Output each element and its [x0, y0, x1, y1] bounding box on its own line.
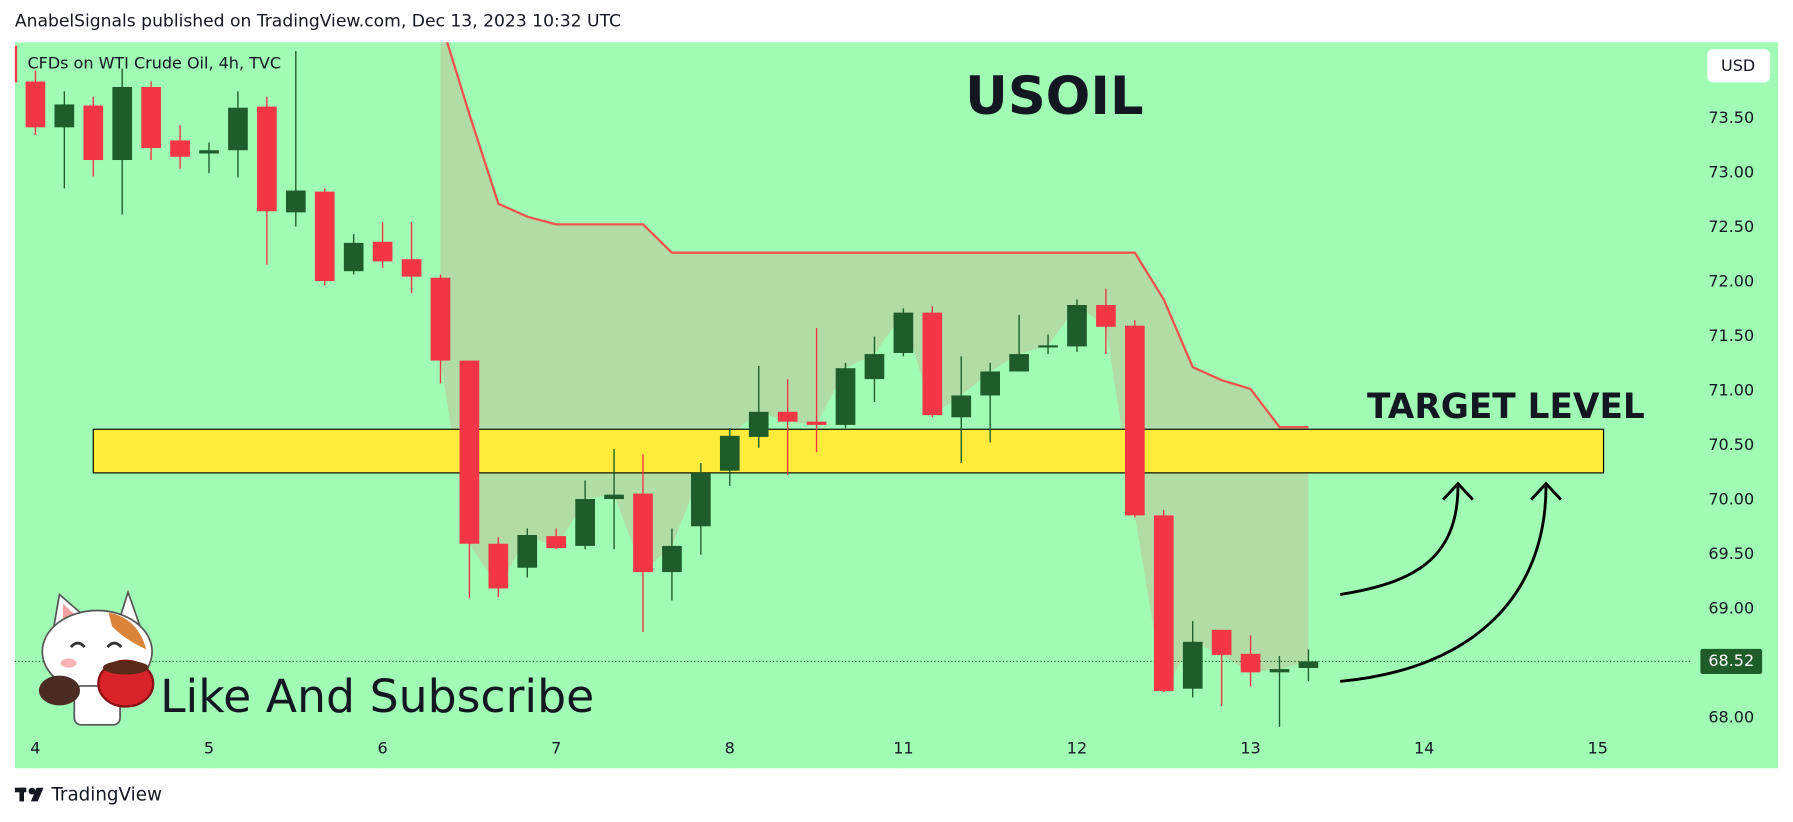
- y-tick-label: 71.50: [1708, 326, 1754, 345]
- candle-body: [806, 421, 827, 425]
- candle-body: [633, 493, 653, 573]
- candle-body: [1009, 354, 1029, 372]
- candle-body: [1182, 641, 1203, 689]
- currency-label[interactable]: USD: [1721, 56, 1755, 75]
- candle-body: [1240, 653, 1261, 673]
- target-zone: [92, 428, 1605, 474]
- candle-body: [314, 191, 335, 282]
- candle-body: [401, 259, 422, 277]
- x-tick-label: 7: [551, 738, 561, 757]
- candle-body: [170, 140, 190, 157]
- candle-body: [83, 105, 104, 161]
- x-tick-label: 14: [1414, 738, 1434, 757]
- brand-name: TradingView: [50, 785, 162, 806]
- candle-body: [662, 545, 682, 573]
- candle-body: [25, 81, 46, 128]
- x-tick-label: 5: [204, 738, 214, 757]
- x-tick-label: 13: [1240, 738, 1260, 757]
- candle-body: [1153, 515, 1174, 691]
- arrow: [1340, 485, 1548, 683]
- caption: Like And Subscribe: [160, 670, 594, 723]
- zone-label: TARGET LEVEL: [1367, 387, 1645, 427]
- candle-body: [1096, 305, 1116, 327]
- candle-body: [517, 534, 538, 568]
- y-tick-label: 68.00: [1708, 708, 1754, 727]
- last-price-box: [1700, 648, 1763, 675]
- publisher-line: AnabelSignals published on TradingView.c…: [15, 12, 621, 32]
- symbol-legend: CFDs on WTI Crude Oil, 4h, TVC: [27, 54, 281, 73]
- cat-mascot: [38, 589, 155, 726]
- candle-body: [257, 106, 277, 212]
- x-tick-label: 11: [893, 738, 913, 757]
- y-tick-label: 70.00: [1708, 490, 1754, 509]
- candle-body: [1211, 629, 1232, 655]
- y-tick-label: 73.50: [1708, 108, 1754, 127]
- arrow-head: [1442, 481, 1474, 501]
- x-tick-label: 8: [725, 738, 735, 757]
- candle-body: [748, 411, 769, 437]
- x-tick-label: 4: [30, 738, 40, 757]
- indicator-fill: [440, 42, 1309, 691]
- candle-body: [777, 411, 798, 422]
- candle-body: [372, 241, 393, 262]
- x-tick-label: 15: [1588, 738, 1608, 757]
- currency-box[interactable]: [1707, 49, 1771, 83]
- y-tick-label: 72.00: [1708, 272, 1754, 291]
- axes: 68.0068.5069.0069.5070.0070.5071.0071.50…: [30, 108, 1763, 769]
- legend-accent: [14, 45, 18, 83]
- arrow-head: [1530, 481, 1562, 501]
- plot-area: [14, 42, 1693, 727]
- candle-body: [604, 494, 624, 500]
- chart-title: USOIL: [965, 66, 1143, 127]
- candle-body: [1038, 345, 1058, 348]
- candle-body: [1067, 305, 1087, 347]
- y-tick-label: 69.50: [1708, 544, 1754, 563]
- arrows: [1339, 481, 1562, 683]
- plot-background: [14, 42, 1779, 769]
- candle-body: [575, 499, 595, 546]
- candle-body: [228, 107, 248, 151]
- indicator-line: [445, 42, 1309, 429]
- candle-body: [922, 312, 943, 416]
- candle-body: [691, 472, 711, 527]
- brand-logo: [14, 787, 44, 802]
- candle-body: [719, 435, 740, 471]
- candle-body: [430, 277, 451, 361]
- y-tick-label: 70.50: [1708, 435, 1754, 454]
- candle-body: [488, 543, 509, 589]
- candle-body: [1298, 661, 1319, 668]
- x-tick-label: 12: [1067, 738, 1087, 757]
- candle-body: [459, 360, 480, 544]
- candle-body: [951, 395, 972, 418]
- candle-body: [835, 368, 856, 425]
- candle-body: [980, 371, 1001, 396]
- y-tick-label: 73.00: [1708, 163, 1754, 182]
- x-tick-label: 6: [378, 738, 388, 757]
- candle-body: [54, 104, 75, 128]
- candle-body: [1269, 669, 1290, 673]
- candle-body: [285, 190, 306, 213]
- candle-body: [864, 354, 885, 380]
- y-tick-label: 71.00: [1708, 381, 1754, 400]
- candle-body: [112, 86, 133, 161]
- candle-body: [199, 150, 219, 154]
- candle-body: [343, 242, 364, 272]
- candle-body: [546, 536, 567, 549]
- candle-body: [893, 312, 914, 353]
- last-price-label: 68.52: [1708, 651, 1754, 670]
- candle-body: [1125, 325, 1145, 516]
- y-tick-label: 69.00: [1708, 599, 1754, 618]
- arrow: [1339, 485, 1460, 596]
- candle-body: [141, 86, 161, 149]
- y-tick-label: 72.50: [1708, 217, 1754, 236]
